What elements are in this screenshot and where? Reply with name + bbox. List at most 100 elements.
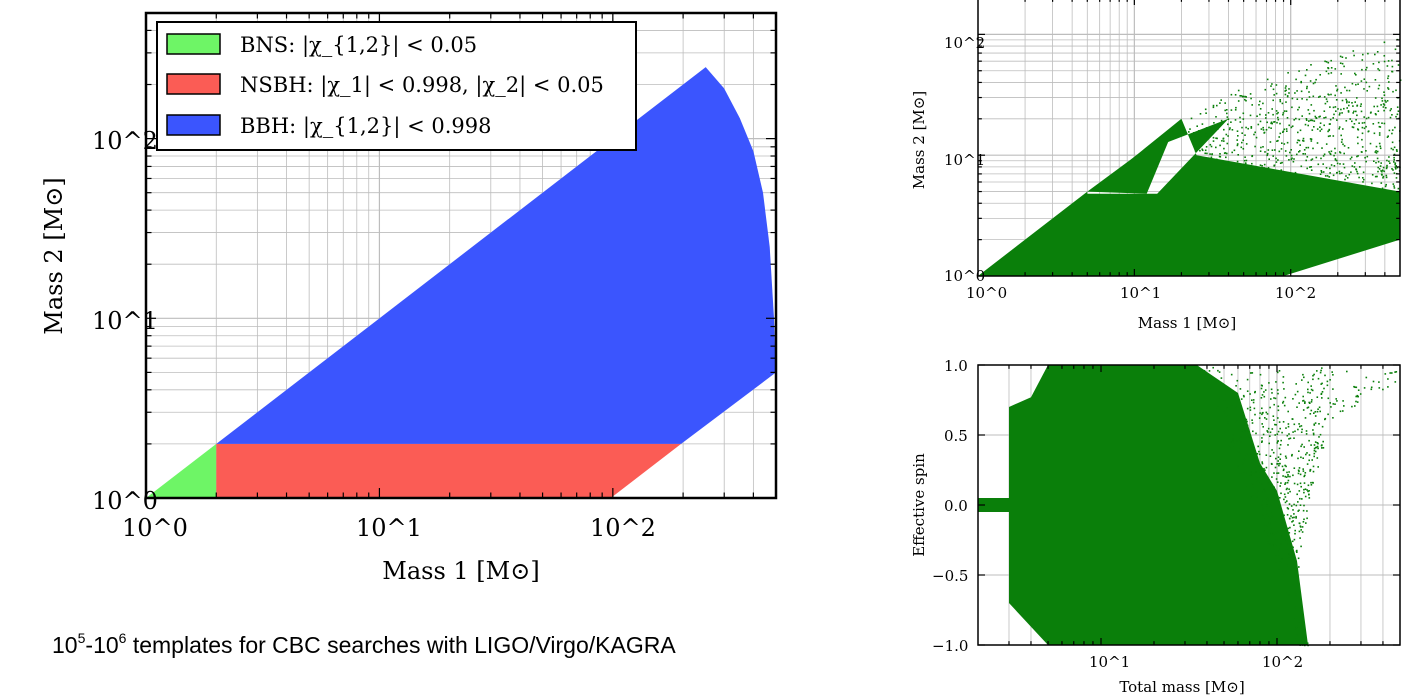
scatter-point [1284, 90, 1286, 92]
scatter-point [1328, 151, 1330, 153]
scatter-point [1277, 460, 1279, 462]
scatter-point [1282, 402, 1284, 404]
scatter-point [1303, 518, 1305, 521]
scatter-point [1394, 166, 1397, 168]
scatter-point [1301, 628, 1303, 631]
scatter-point [1276, 371, 1279, 374]
scatter-point [1227, 123, 1229, 126]
scatter-point [1239, 116, 1241, 119]
scatter-point [1365, 117, 1368, 120]
scatter-point [1386, 136, 1389, 138]
scatter-point [1271, 108, 1273, 110]
scatter-point [1298, 423, 1300, 425]
scatter-point [1343, 145, 1346, 147]
scatter-point [1274, 466, 1277, 469]
scatter-point [1292, 576, 1294, 578]
scatter-point [1346, 100, 1348, 102]
scatter-point [1297, 457, 1299, 460]
scatter-point [1319, 74, 1321, 76]
scatter-point [1266, 154, 1268, 157]
scatter-point [1301, 443, 1303, 446]
scatter-point [1351, 126, 1354, 128]
scatter-point [1240, 146, 1243, 149]
scatter-point [1362, 181, 1364, 183]
scatter-point [1393, 161, 1395, 163]
scatter-point [1262, 129, 1265, 131]
scatter-point [1271, 149, 1274, 151]
scatter-point [1269, 522, 1272, 525]
scatter-point [1270, 388, 1273, 391]
scatter-point [1332, 417, 1334, 419]
scatter-point [1246, 378, 1249, 381]
scatter-point [1306, 85, 1308, 88]
scatter-point [1348, 104, 1350, 107]
scatter-point [1391, 70, 1393, 73]
scatter-point [1314, 446, 1317, 449]
scatter-point [1325, 70, 1328, 73]
scatter-point [1242, 139, 1244, 141]
scatter-point [1265, 418, 1268, 420]
scatter-point [1283, 388, 1285, 390]
scatter-point [1378, 69, 1381, 72]
scatter-point [1378, 61, 1380, 64]
scatter-point [1216, 125, 1219, 128]
scatter-point [1247, 474, 1250, 477]
scatter-point [1263, 467, 1265, 470]
scatter-point [1316, 128, 1319, 130]
scatter-point [1295, 593, 1297, 596]
scatter-point [1383, 109, 1385, 112]
scatter-point [1273, 121, 1275, 123]
scatter-point [1320, 369, 1322, 372]
scatter-point [1272, 113, 1274, 116]
scatter-point [1297, 469, 1300, 472]
scatter-point [1375, 150, 1377, 152]
scatter-point [1304, 153, 1306, 155]
scatter-point [1310, 481, 1312, 484]
scatter-point [1340, 141, 1343, 143]
scatter-point [1223, 411, 1226, 414]
scatter-point [1278, 464, 1280, 467]
scatter-point [1336, 171, 1338, 174]
scatter-point [1239, 451, 1242, 454]
scatter-point [1345, 57, 1347, 59]
scatter-point [1308, 493, 1310, 496]
scatter-point [1373, 132, 1376, 135]
scatter-point [1216, 104, 1218, 107]
scatter-point [1270, 85, 1272, 87]
scatter-point [1291, 516, 1294, 519]
scatter-point [1310, 119, 1313, 121]
scatter-point [1290, 505, 1293, 507]
scatter-point [1212, 106, 1215, 109]
scatter-point [1272, 528, 1274, 530]
scatter-point [1290, 568, 1292, 571]
scatter-point [1354, 72, 1356, 75]
scatter-point [1325, 116, 1327, 119]
x-tick-label: 10^0 [966, 284, 1007, 302]
scatter-point [1382, 175, 1385, 178]
scatter-point [1257, 490, 1259, 493]
legend-box [156, 21, 637, 151]
scatter-point [1304, 123, 1307, 126]
scatter-point [1216, 137, 1218, 140]
scatter-point [1288, 438, 1290, 440]
scatter-point [1206, 152, 1208, 155]
scatter-point [1289, 589, 1291, 592]
scatter-point [1309, 468, 1312, 471]
scatter-point [1304, 495, 1307, 498]
scatter-point [1301, 115, 1303, 117]
scatter-point [1220, 119, 1223, 122]
scatter-point [1309, 402, 1311, 404]
scatter-point [1309, 80, 1312, 82]
scatter-point [1283, 110, 1286, 112]
scatter-point [1234, 119, 1237, 121]
scatter-point [1365, 376, 1368, 379]
scatter-point [1236, 440, 1238, 442]
scatter-point [1236, 379, 1239, 382]
scatter-point [1255, 492, 1257, 495]
scatter-point [1249, 114, 1252, 117]
scatter-point [1277, 495, 1279, 498]
scatter-point [1289, 151, 1291, 154]
scatter-point [1317, 466, 1319, 468]
scatter-point [1319, 371, 1322, 374]
scatter-point [1347, 147, 1350, 149]
